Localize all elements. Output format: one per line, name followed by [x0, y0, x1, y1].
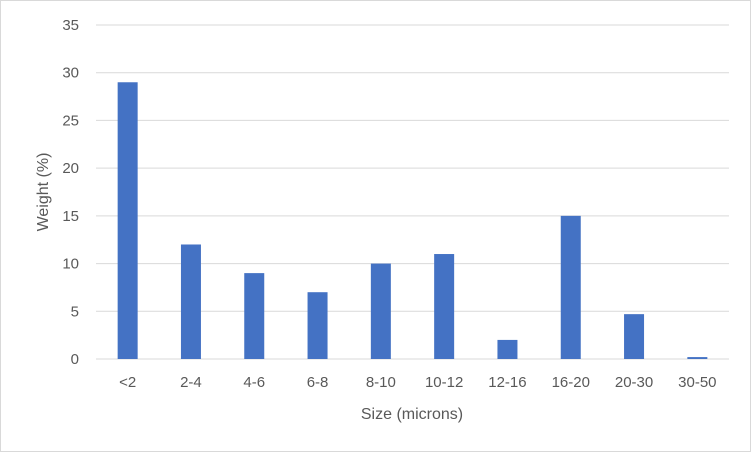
y-tick-label: 15 [62, 208, 79, 225]
x-tick-label: 2-4 [180, 374, 202, 391]
y-tick-label: 30 [62, 65, 79, 82]
x-tick-label: 16-20 [552, 374, 590, 391]
bar [560, 215, 581, 359]
x-tick-label: 30-50 [678, 374, 716, 391]
bar [434, 254, 455, 359]
y-tick-label: 10 [62, 256, 79, 273]
y-tick-label: 0 [71, 351, 79, 368]
x-tick-label: 20-30 [615, 374, 653, 391]
y-axis-tick-labels: 0 5 10 15 20 25 30 35 [62, 17, 79, 368]
bar [244, 273, 265, 359]
bars [117, 82, 708, 359]
y-tick-label: 25 [62, 112, 79, 129]
x-tick-label: 6-8 [307, 374, 329, 391]
y-tick-label: 5 [71, 303, 79, 320]
bar [624, 314, 645, 359]
bar [687, 357, 708, 359]
x-tick-label: 8-10 [366, 374, 396, 391]
x-tick-label: 10-12 [425, 374, 463, 391]
y-tick-label: 35 [62, 17, 79, 34]
x-tick-label: 12-16 [488, 374, 526, 391]
x-tick-label: <2 [119, 374, 136, 391]
bar [117, 82, 138, 359]
bar [307, 292, 328, 359]
x-axis-tick-labels: <2 2-4 4-6 6-8 8-10 10-12 12-16 16-20 20-30 30-50 [119, 374, 716, 391]
y-axis-label: Weight (%) [35, 153, 52, 232]
bar [497, 339, 518, 359]
y-tick-label: 20 [62, 160, 79, 177]
x-axis-label: Size (microns) [361, 406, 463, 423]
gridlines [96, 24, 729, 360]
bar [370, 263, 391, 359]
x-tick-label: 4-6 [243, 374, 265, 391]
bar [180, 244, 201, 359]
